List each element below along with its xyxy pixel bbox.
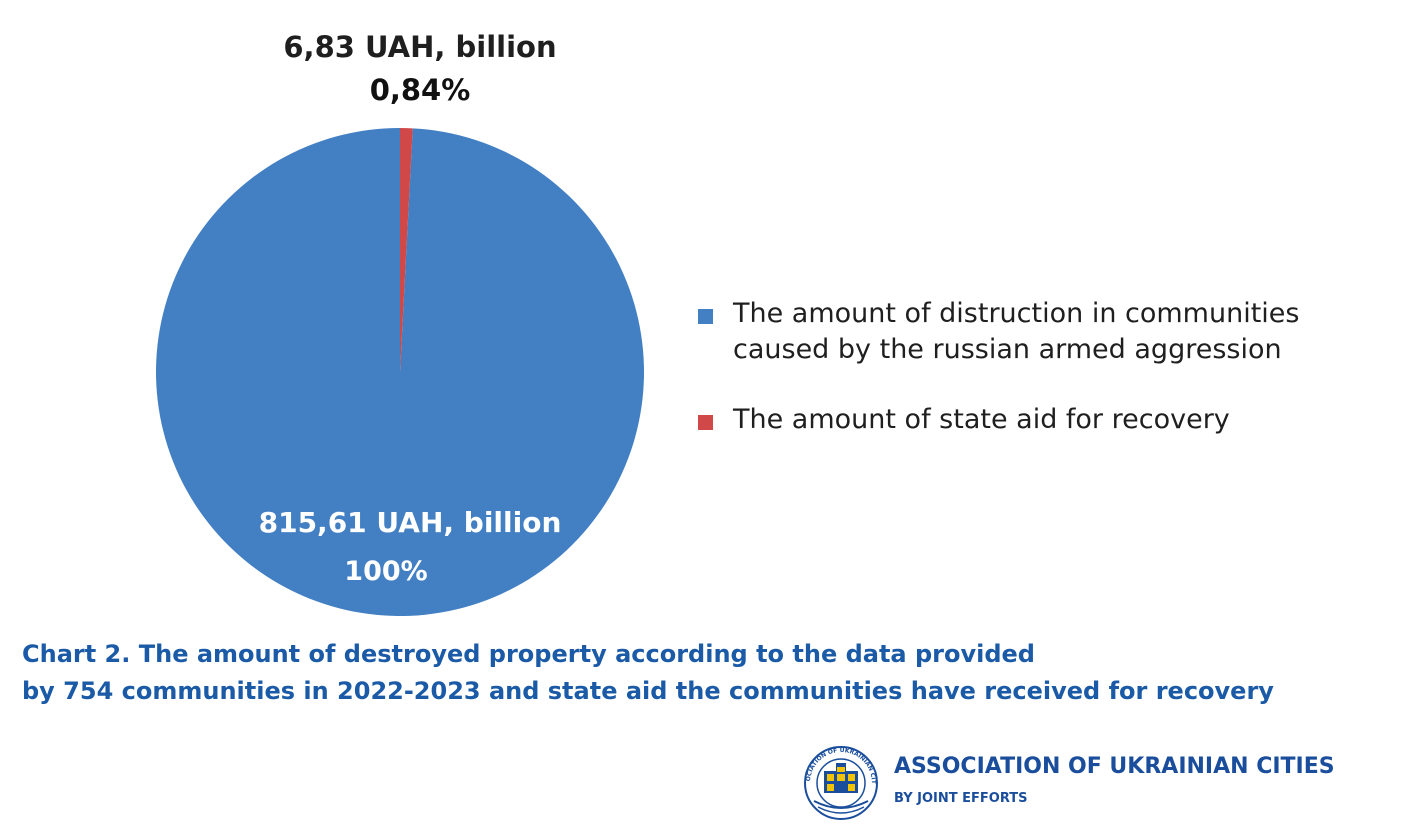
- slice-label-state-aid-value: 6,83 UAH, billion: [283, 30, 557, 64]
- chart-caption-line-1: Chart 2. The amount of destroyed propert…: [22, 640, 1035, 668]
- chart-legend: The amount of distruction in communities…: [698, 296, 1398, 472]
- legend-item-destruction: The amount of distruction in communities…: [698, 296, 1398, 368]
- legend-swatch-state-aid: [698, 415, 713, 430]
- chart-caption-line-2: by 754 communities in 2022-2023 and stat…: [22, 677, 1274, 705]
- legend-swatch-destruction: [698, 309, 713, 324]
- pie-slice-state-aid: [400, 128, 413, 372]
- slice-label-destruction-value: 815,61 UAH, billion: [258, 506, 562, 539]
- legend-item-state-aid: The amount of state aid for recovery: [698, 402, 1398, 438]
- chart-caption: Chart 2. The amount of destroyed propert…: [22, 636, 1402, 710]
- legend-label-state-aid: The amount of state aid for recovery: [733, 404, 1230, 435]
- slice-label-destruction-percent: 100%: [344, 556, 428, 587]
- logo-title: ASSOCIATION OF UKRAINIAN CITIES: [894, 754, 1335, 779]
- logo-subtitle: BY JOINT EFFORTS: [894, 791, 1028, 806]
- slice-label-state-aid-percent: 0,84%: [369, 73, 471, 107]
- association-seal-icon: ASSOCIATION OF UKRAINIAN CITIES: [800, 743, 878, 820]
- pie-chart: [155, 128, 645, 616]
- legend-label-destruction: The amount of distruction in communities…: [733, 298, 1300, 365]
